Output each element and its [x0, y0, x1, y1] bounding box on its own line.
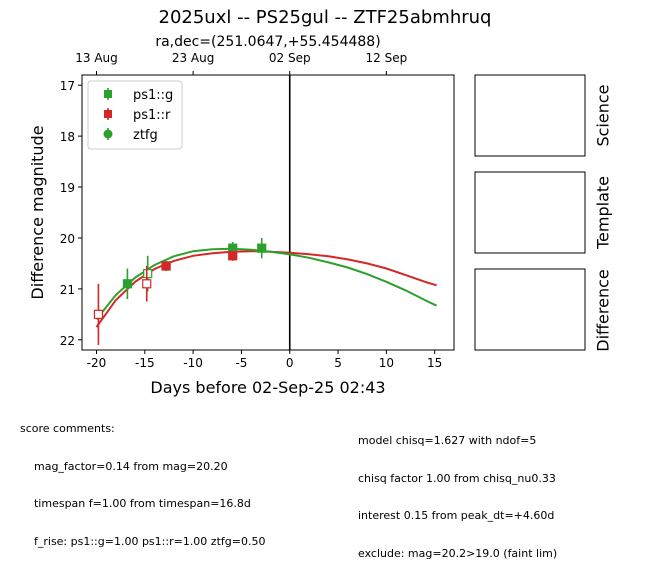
top-tick-label: 23 Aug	[172, 51, 215, 65]
legend-marker	[104, 90, 112, 98]
legend-label: ztfg	[133, 128, 158, 143]
science-image-panel	[474, 74, 586, 157]
data-point	[161, 261, 171, 271]
y-tick-label: 21	[60, 283, 75, 297]
plot-frame	[81, 74, 455, 351]
y-tick-label: 18	[60, 130, 75, 144]
score-comments: score comments: mag_factor=0.14 from mag…	[20, 398, 265, 573]
top-tick-label: 02 Sep	[269, 51, 311, 65]
light-curve-chart: -20 -15 -10 -5 0 5 10 15 17 18 19 20 21 22 13 Aug 23 Au…	[28, 51, 586, 397]
model-comments: model chisq=1.627 with ndof=5 chisq fact…	[358, 410, 557, 585]
comment-line: mag_factor=0.14 from mag=20.20	[20, 459, 228, 473]
data-point	[142, 279, 152, 289]
data-point	[228, 251, 238, 261]
data-point	[257, 243, 267, 253]
comment-line: score comments:	[20, 422, 115, 435]
comment-line: interest 0.15 from peak_dt=+4.60d	[358, 509, 555, 522]
figure-subtitle: ra,dec=(251.0647,+55.454488)	[155, 34, 381, 50]
difference-image-panel	[474, 268, 586, 351]
comment-line: chisq factor 1.00 from chisq_nu0.33	[358, 471, 556, 485]
data-point	[122, 279, 133, 289]
y-tick-label: 22	[60, 334, 75, 348]
comment-line: f_rise: ps1::g=1.00 ps1::r=1.00 ztfg=0.5…	[20, 534, 266, 548]
y-tick-label: 20	[60, 232, 75, 246]
y-tick-label: 19	[60, 181, 75, 195]
template-image-panel	[474, 171, 586, 254]
legend-label: ps1::r	[133, 108, 171, 123]
x-tick-label: -5	[235, 356, 247, 370]
x-tick-label: 5	[334, 356, 342, 370]
data-point	[93, 309, 104, 319]
comment-line: exclude: mag=20.2>19.0 (faint lim)	[358, 546, 558, 560]
comment-line: model chisq=1.627 with ndof=5	[358, 434, 537, 447]
top-tick-label: 13 Aug	[75, 51, 118, 65]
x-tick-label: -10	[183, 356, 203, 370]
model-curve	[95, 247, 438, 321]
x-tick-label: 0	[286, 356, 294, 370]
x-tick-label: 15	[427, 356, 442, 370]
y-tick-label: 17	[60, 79, 75, 93]
legend-label: ps1::g	[133, 88, 173, 103]
y-axis-label: Difference magnitude	[28, 125, 47, 299]
x-tick-label: -15	[135, 356, 155, 370]
x-tick-label: -20	[87, 356, 107, 370]
legend-marker	[104, 110, 112, 118]
x-tick-label: 10	[379, 356, 394, 370]
figure-title: 2025uxl -- PS25gul -- ZTF25abmhruq	[158, 7, 492, 28]
top-tick-label: 12 Sep	[366, 51, 408, 65]
legend-marker	[103, 129, 113, 139]
x-axis-label: Days before 02-Sep-25 02:43	[150, 378, 385, 397]
data-point	[143, 269, 153, 279]
difference-panel-label: Difference	[593, 269, 613, 352]
